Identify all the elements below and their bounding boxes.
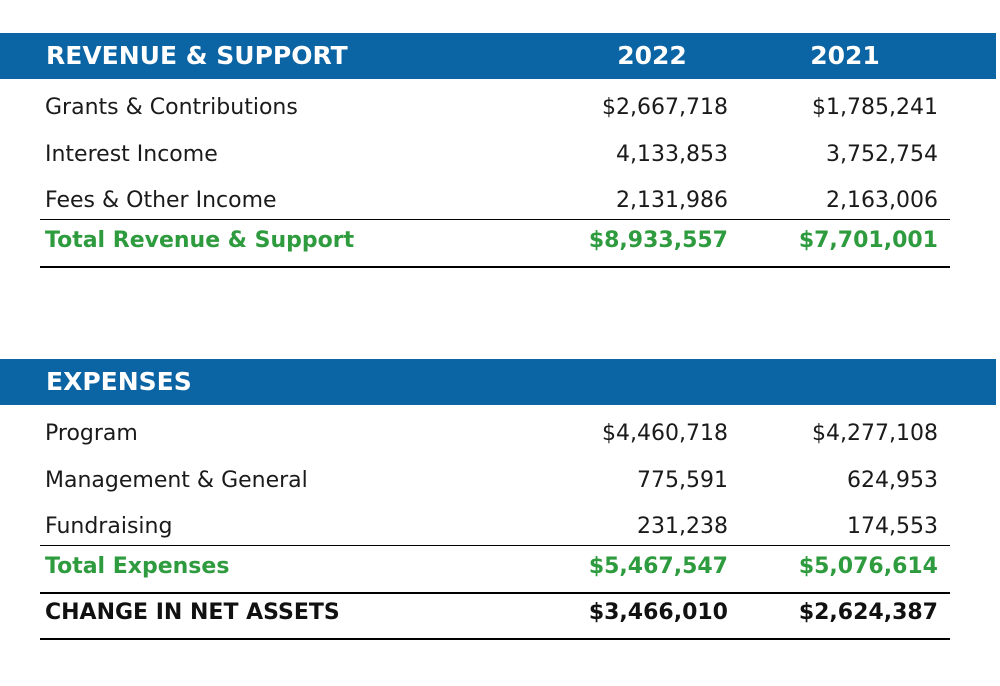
value-2021: $4,277,108	[812, 421, 938, 446]
expenses-section-title: EXPENSES	[46, 367, 192, 396]
value-2021: 2,163,006	[826, 188, 938, 213]
value-2022: $2,667,718	[602, 95, 728, 120]
total-value-2021: $7,701,001	[798, 228, 938, 253]
row-label: Management & General	[45, 468, 308, 493]
value-2022: 2,131,986	[616, 188, 728, 213]
revenue-section-title: REVENUE & SUPPORT	[46, 41, 348, 70]
expenses-total-row: Total Expenses $5,467,547 $5,076,614	[40, 545, 950, 594]
total-value-2022: $5,467,547	[588, 554, 728, 579]
value-2021: 3,752,754	[826, 142, 938, 167]
value-2021: 624,953	[847, 468, 938, 493]
total-value-2021: $5,076,614	[798, 554, 938, 579]
net-assets-label: CHANGE IN NET ASSETS	[45, 600, 340, 625]
revenue-row-interest: Interest Income 4,133,853 3,752,754	[40, 132, 950, 178]
revenue-row-grants: Grants & Contributions $2,667,718 $1,785…	[40, 85, 950, 131]
value-2022: 775,591	[637, 468, 728, 493]
value-2022: 4,133,853	[616, 142, 728, 167]
expenses-row-program: Program $4,460,718 $4,277,108	[40, 411, 950, 457]
value-2021: $1,785,241	[812, 95, 938, 120]
revenue-total-row: Total Revenue & Support $8,933,557 $7,70…	[40, 219, 950, 268]
expenses-row-management: Management & General 775,591 624,953	[40, 458, 950, 504]
row-label: Fees & Other Income	[45, 188, 277, 213]
row-label: Interest Income	[45, 142, 218, 167]
net-assets-value-2021: $2,624,387	[798, 600, 938, 625]
revenue-row-fees: Fees & Other Income 2,131,986 2,163,006	[40, 178, 950, 224]
row-label: Fundraising	[45, 514, 173, 539]
net-assets-row: CHANGE IN NET ASSETS $3,466,010 $2,624,3…	[40, 592, 950, 640]
value-2021: 174,553	[847, 514, 938, 539]
revenue-header-band: REVENUE & SUPPORT 2022 2021	[0, 33, 996, 79]
row-label: Program	[45, 421, 138, 446]
total-label: Total Expenses	[45, 554, 230, 579]
net-assets-value-2022: $3,466,010	[588, 600, 728, 625]
row-label: Grants & Contributions	[45, 95, 298, 120]
expenses-header-band: EXPENSES	[0, 359, 996, 405]
expenses-row-fundraising: Fundraising 231,238 174,553	[40, 504, 950, 550]
year-2022-header: 2022	[617, 41, 687, 70]
total-value-2022: $8,933,557	[588, 228, 728, 253]
value-2022: $4,460,718	[602, 421, 728, 446]
value-2022: 231,238	[637, 514, 728, 539]
total-label: Total Revenue & Support	[45, 228, 355, 253]
year-2021-header: 2021	[810, 41, 880, 70]
